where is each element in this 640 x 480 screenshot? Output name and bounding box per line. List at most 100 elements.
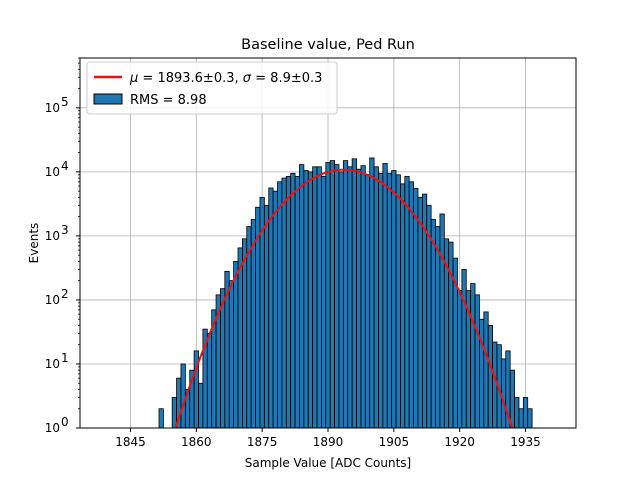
histogram-bar: [408, 181, 414, 429]
legend-mu-symbol: μ: [129, 71, 138, 86]
histogram-bar: [386, 172, 393, 429]
histogram-bar: [382, 163, 388, 429]
histogram-bar: [338, 171, 344, 429]
histogram-bar: [312, 166, 318, 429]
histogram-bar: [461, 268, 467, 429]
histogram-bar: [272, 190, 278, 429]
histogram-bar: [522, 397, 529, 429]
histogram-bar: [360, 165, 366, 429]
histogram-bar: [285, 175, 292, 429]
histogram-bar: [435, 226, 441, 429]
x-tick-label: 1845: [115, 435, 146, 449]
histogram-bar: [470, 283, 476, 429]
histogram-bar: [290, 172, 296, 429]
y-tick-label: 10: [45, 357, 60, 371]
histogram-bar: [378, 172, 384, 429]
histogram-bar: [351, 158, 357, 429]
histogram-bar: [321, 175, 327, 429]
histogram-bar: [474, 294, 480, 429]
histogram-bar: [307, 171, 314, 429]
chart-title: Baseline value, Ped Run: [241, 37, 415, 53]
histogram-bar: [299, 164, 305, 429]
histogram-bar: [364, 174, 371, 429]
histogram-bar: [316, 166, 322, 429]
histogram-bar: [220, 288, 226, 429]
histogram-bar: [277, 181, 283, 429]
legend: μ = 1893.6±0.3, σ = 8.9±0.3 RMS = 8.98: [86, 61, 338, 115]
histogram-bar: [514, 397, 520, 429]
gaussian-fit-line: [174, 168, 513, 428]
histogram-bar: [347, 166, 353, 429]
histogram-bar: [391, 170, 397, 429]
histogram-bar: [483, 311, 489, 429]
legend-sigma-symbol: σ: [243, 71, 252, 86]
y-tick-exponent: 3: [61, 223, 69, 237]
y-tick-label: 10: [45, 229, 60, 243]
histogram-bar: [369, 157, 375, 429]
x-axis-ticks: 1845 1860 1875 1890 1905 1920 1935: [115, 428, 541, 449]
histogram-bar: [294, 175, 300, 429]
histogram-bar: [325, 162, 331, 429]
histogram-bar: [518, 408, 524, 429]
y-tick-label: 10: [45, 421, 60, 435]
histogram-bar: [233, 260, 239, 429]
y-tick-label: 10: [45, 101, 60, 115]
histogram-bar: [500, 358, 507, 429]
y-tick-exponent: 1: [61, 351, 69, 365]
y-tick-exponent: 0: [61, 415, 69, 429]
y-tick-exponent: 4: [61, 159, 69, 173]
histogram-bar: [430, 219, 436, 429]
histogram-bar: [237, 247, 243, 429]
histogram-bar: [180, 363, 186, 429]
legend-box: [86, 61, 338, 115]
histogram-bar: [158, 408, 164, 429]
y-tick-label: 10: [45, 165, 60, 179]
histogram-bar: [413, 188, 419, 429]
x-axis-label: Sample Value [ADC Counts]: [245, 456, 411, 470]
histogram-bar: [439, 213, 445, 429]
histogram-bar: [329, 160, 335, 429]
histogram-bar: [228, 280, 235, 429]
histogram-bar: [342, 160, 349, 429]
histogram-bar: [417, 196, 423, 429]
x-tick-label: 1935: [510, 435, 541, 449]
histogram-bar: [263, 204, 270, 429]
histogram-bar: [509, 369, 515, 429]
legend-sigma-value: = 8.9±0.3: [251, 71, 322, 86]
legend-rms-swatch: [93, 93, 123, 105]
histogram-bar: [479, 318, 485, 429]
legend-fit-label: μ = 1893.6±0.3, σ = 8.9±0.3: [129, 71, 322, 86]
histogram-bar: [281, 177, 287, 429]
histogram-bars: [158, 157, 533, 429]
y-axis-label: Events: [27, 223, 41, 264]
histogram-bar: [206, 333, 213, 429]
histogram-bar: [356, 168, 362, 429]
histogram-bar: [395, 174, 401, 429]
histogram-bar: [404, 175, 410, 429]
histogram-bar: [198, 382, 204, 429]
x-tick-label: 1905: [379, 435, 410, 449]
y-tick-exponent: 2: [61, 287, 69, 301]
histogram-bar: [373, 166, 379, 429]
histogram-bar: [487, 325, 494, 429]
histogram-bar: [250, 219, 256, 429]
x-tick-label: 1860: [181, 435, 212, 449]
y-tick-label: 10: [45, 293, 60, 307]
y-tick-exponent: 5: [61, 95, 69, 109]
x-tick-label: 1920: [444, 435, 475, 449]
histogram-bar: [242, 238, 248, 429]
x-tick-label: 1890: [313, 435, 344, 449]
legend-mu-value: = 1893.6±0.3,: [138, 71, 242, 86]
histogram-bar: [246, 226, 252, 429]
histogram-bar: [492, 341, 498, 429]
histogram-bar: [303, 170, 309, 429]
histogram-bar: [334, 164, 340, 429]
histogram-bar: [457, 290, 463, 429]
histogram-bar: [268, 187, 274, 429]
histogram-bar: [400, 183, 406, 429]
legend-rms-label: RMS = 8.98: [130, 93, 207, 108]
x-tick-label: 1875: [247, 435, 278, 449]
histogram-bar: [527, 408, 533, 429]
